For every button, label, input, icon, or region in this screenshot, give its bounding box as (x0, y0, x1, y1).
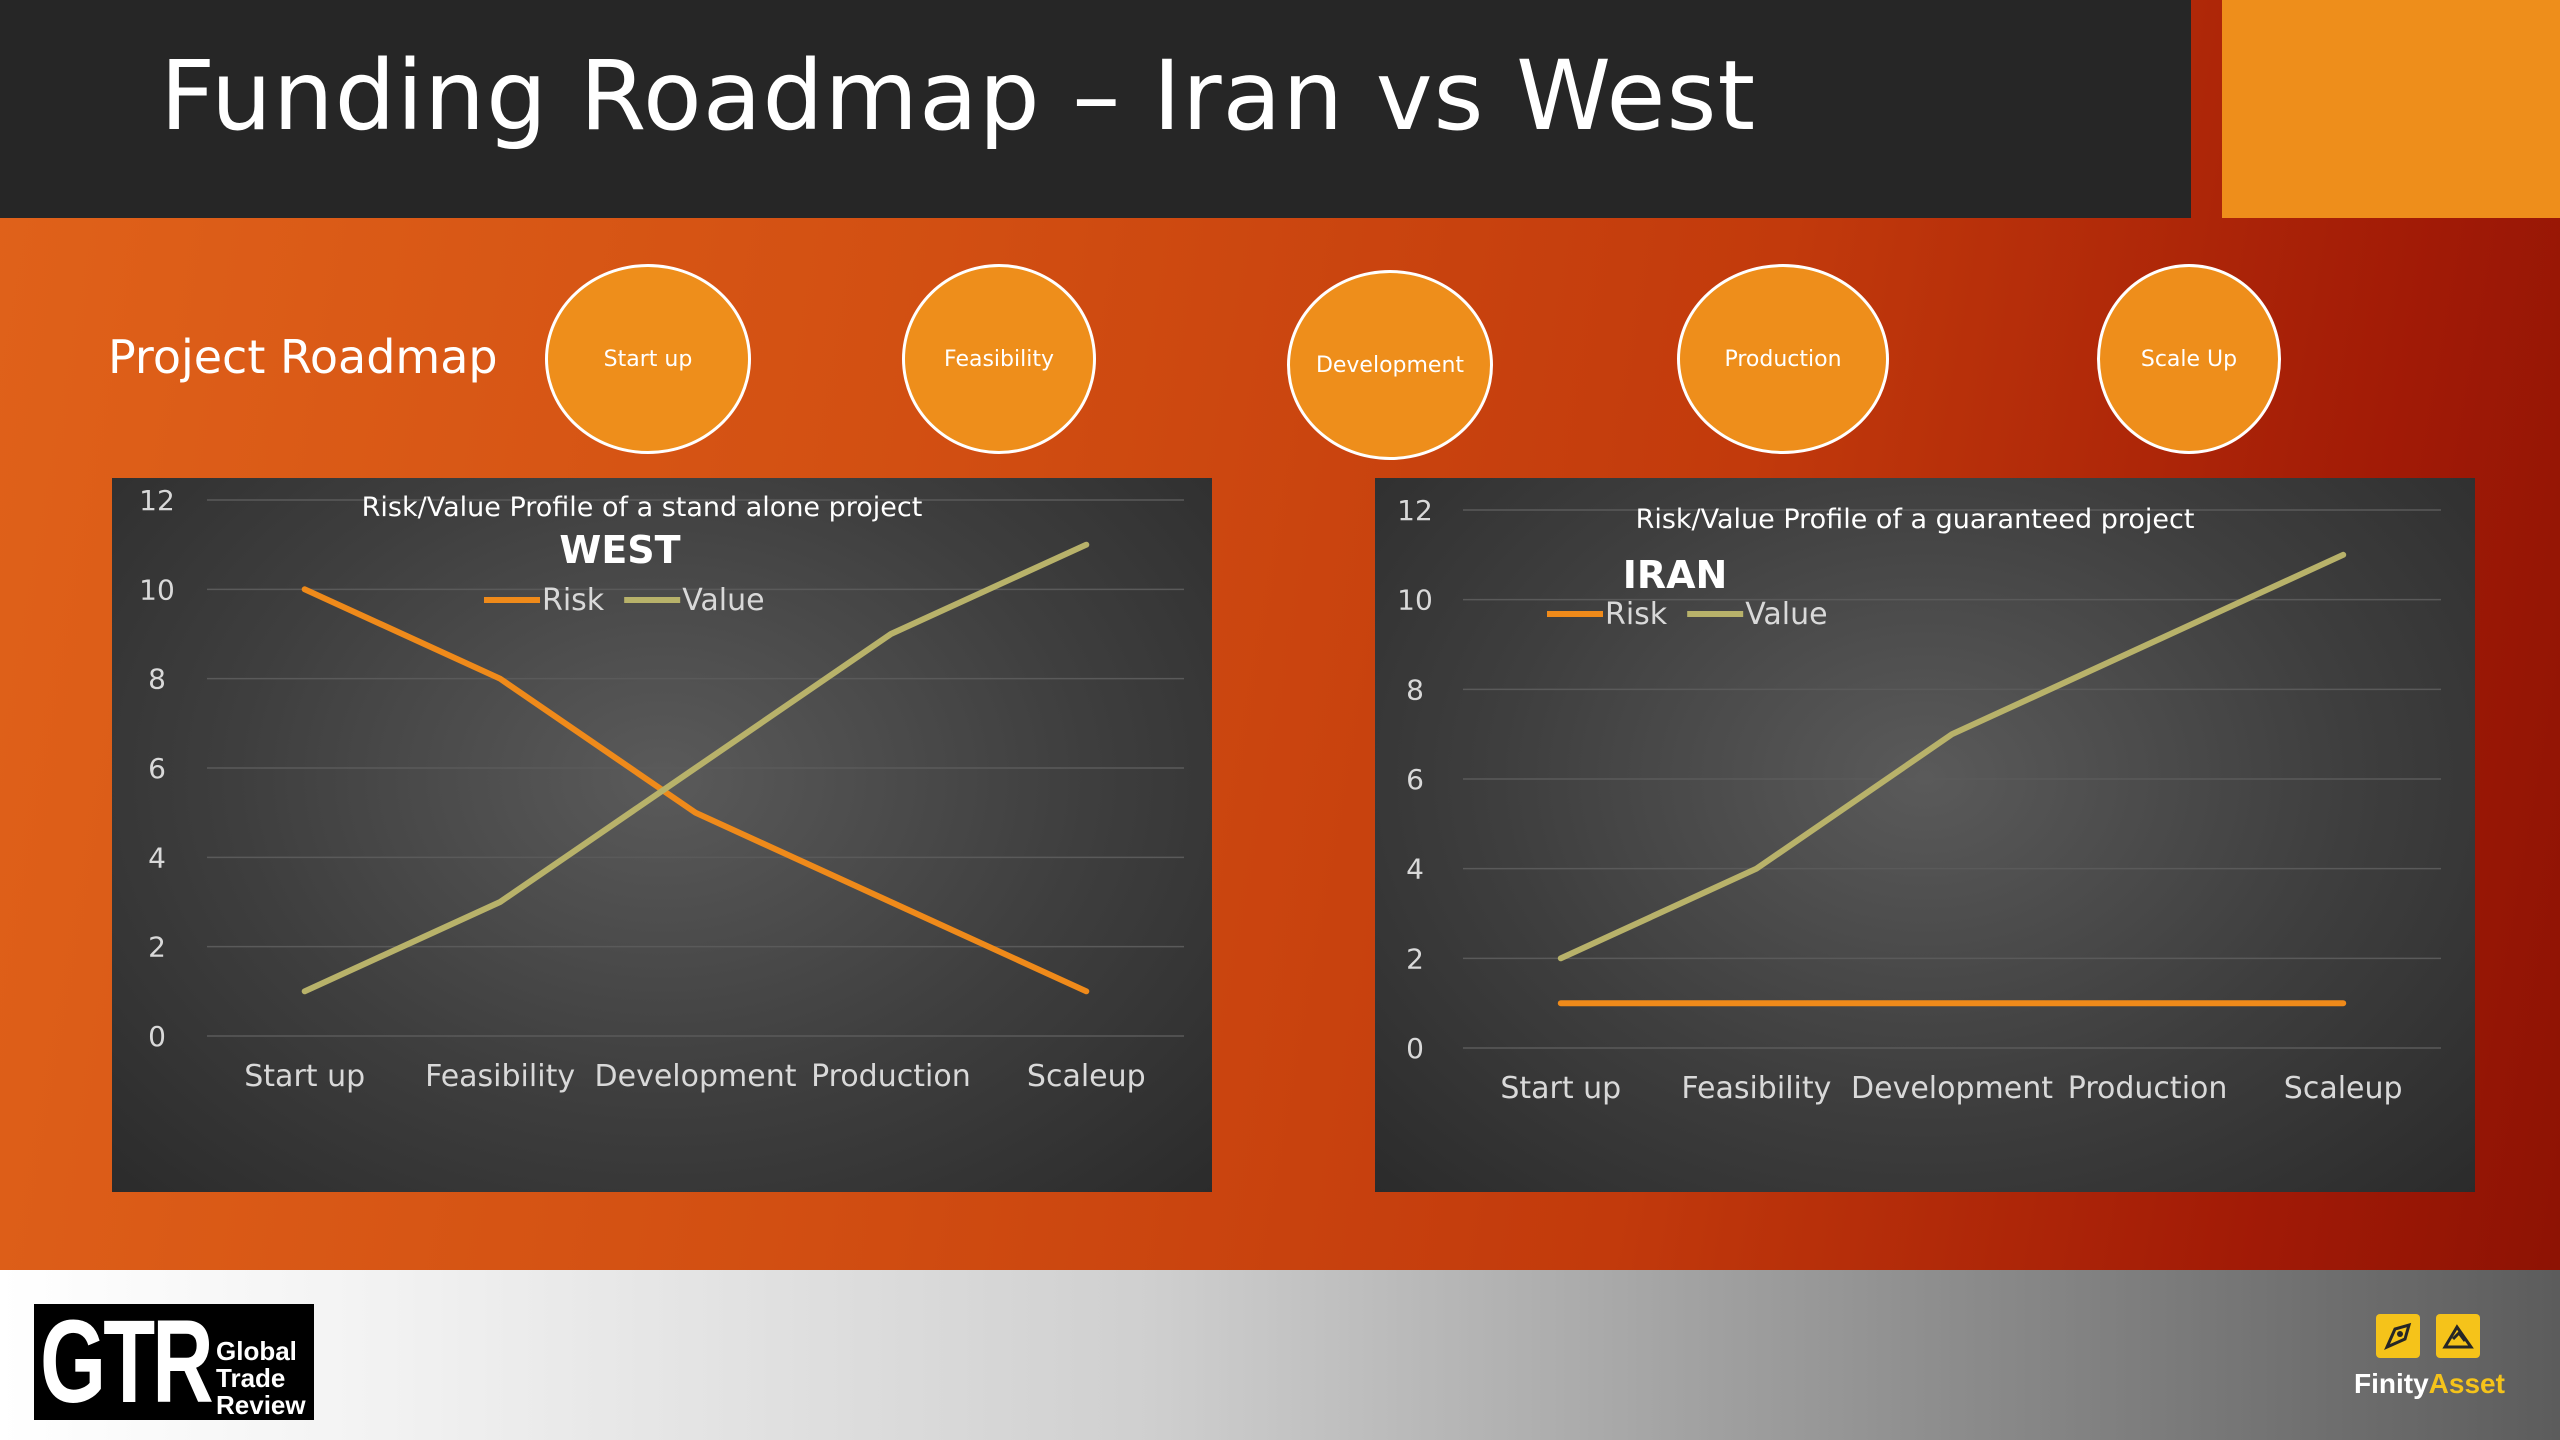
stage-feasibility: Feasibility (902, 264, 1096, 454)
gtr-logo-text: Global Trade Review (216, 1338, 306, 1419)
gtr-logo-line: Global (216, 1336, 297, 1366)
chart-iran-svg: 0 2 4 6 8 10 12 Start up Feasibility Development P… (1397, 494, 2441, 1106)
gtr-logo-line: Review (216, 1390, 306, 1420)
series-line-value (301, 541, 1090, 995)
x-tick-label: Feasibility (1681, 1071, 1831, 1106)
legend-label: Value (682, 583, 764, 618)
gtr-logo-mark: GTR (40, 1296, 214, 1428)
y-tick-label: 0 (1406, 1032, 1424, 1065)
chart-west: 0 2 4 6 8 10 12 Start up Feasibility Development P… (112, 478, 1212, 1192)
title-bar: Funding Roadmap – Iran vs West (0, 0, 2191, 218)
y-tick-label: 8 (1406, 673, 1424, 706)
x-tick-label: Start up (1500, 1071, 1621, 1106)
chart-subtitle: IRAN (1623, 553, 1728, 597)
roadmap-label: Project Roadmap (108, 330, 498, 384)
y-tick-label: 0 (148, 1020, 166, 1053)
series-line-value (1557, 551, 2347, 962)
x-tick-label: Development (595, 1059, 797, 1094)
stage-development: Development (1287, 270, 1493, 460)
legend-label: Risk (542, 583, 605, 618)
chart-west-svg: 0 2 4 6 8 10 12 Start up Feasibility Development P… (139, 484, 1184, 1094)
finity-asset-name: FinityAsset (2354, 1368, 2505, 1400)
chart-iran: 0 2 4 6 8 10 12 Start up Feasibility Development P… (1375, 478, 2475, 1192)
y-tick-label: 4 (1406, 853, 1424, 886)
y-tick-label: 10 (139, 573, 175, 606)
finity-asset-logo: FinityAsset (2350, 1314, 2520, 1414)
legend-label: Value (1745, 597, 1827, 632)
y-tick-label: 6 (1406, 763, 1424, 796)
footer (0, 1270, 2560, 1440)
gtr-logo: GTR Global Trade Review (34, 1296, 314, 1428)
stage-production: Production (1677, 264, 1889, 454)
y-tick-label: 10 (1397, 584, 1433, 617)
x-tick-label: Scaleup (1027, 1059, 1146, 1094)
chart-title: Risk/Value Profile of a stand alone proj… (362, 492, 923, 523)
legend-label: Risk (1605, 597, 1668, 632)
y-tick-label: 12 (139, 484, 175, 517)
gtr-logo-line: Trade (216, 1363, 286, 1393)
x-tick-label: Scaleup (2284, 1071, 2403, 1106)
y-tick-label: 8 (148, 663, 166, 696)
y-tick-label: 2 (1406, 942, 1424, 975)
brand-part-a: Finity (2354, 1368, 2429, 1399)
x-tick-label: Feasibility (425, 1059, 575, 1094)
accent-block (2222, 0, 2560, 218)
y-tick-label: 2 (148, 931, 166, 964)
y-tick-label: 6 (148, 752, 166, 785)
y-tick-label: 12 (1397, 494, 1433, 527)
mountain-icon (2436, 1314, 2480, 1358)
chart-title: Risk/Value Profile of a guaranteed proje… (1636, 504, 2195, 535)
chart-subtitle: WEST (559, 528, 680, 572)
x-tick-label: Development (1851, 1071, 2053, 1106)
stage-scale-up: Scale Up (2097, 264, 2281, 454)
x-tick-label: Start up (244, 1059, 365, 1094)
stage-start-up: Start up (545, 264, 751, 454)
brand-part-b: Asset (2428, 1368, 2505, 1399)
series-line-risk (301, 586, 1090, 995)
page-title: Funding Roadmap – Iran vs West (160, 40, 1757, 152)
x-tick-label: Production (811, 1059, 971, 1094)
y-tick-label: 4 (148, 841, 166, 874)
x-tick-label: Production (2068, 1071, 2228, 1106)
pen-nib-icon (2376, 1314, 2420, 1358)
